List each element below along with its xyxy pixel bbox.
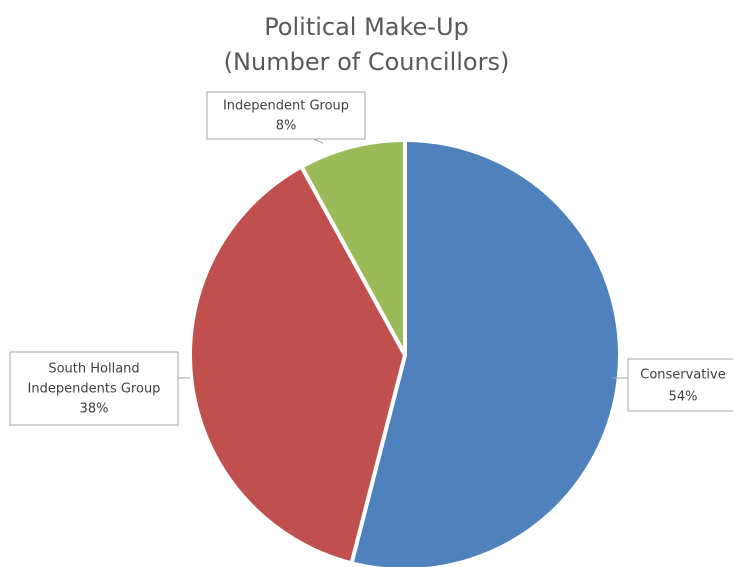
chart-title-line-2: (Number of Councillors) xyxy=(223,48,510,76)
data-label-south-holland-independents-group: South Holland Independents Group 38% xyxy=(9,351,190,426)
data-label-box xyxy=(206,91,366,140)
pie-slice-south-holland-independents-group xyxy=(188,164,407,566)
data-label-text: 38% xyxy=(80,402,109,417)
data-label-text: Conservative xyxy=(640,368,725,383)
pie-slice-independent-group xyxy=(299,138,407,357)
pie-slices xyxy=(188,138,622,567)
data-label-independent-group: Independent Group 8% xyxy=(206,91,366,144)
data-label-box xyxy=(9,351,179,426)
pie-slice-conservative xyxy=(349,138,622,567)
data-label-text: 54% xyxy=(669,390,698,405)
pie-data-labels: Conservative 54% South Holland Independents… xyxy=(9,91,733,426)
data-label-conservative: Conservative 54% xyxy=(612,358,733,412)
data-label-box xyxy=(627,358,733,412)
data-label-text: South Holland xyxy=(48,362,139,377)
data-label-text: 8% xyxy=(276,119,297,134)
chart-title-line-1: Political Make-Up xyxy=(264,13,469,41)
leader-line xyxy=(312,138,324,144)
data-label-text: Independent Group xyxy=(223,99,349,114)
data-label-text: Independents Group xyxy=(28,382,161,397)
